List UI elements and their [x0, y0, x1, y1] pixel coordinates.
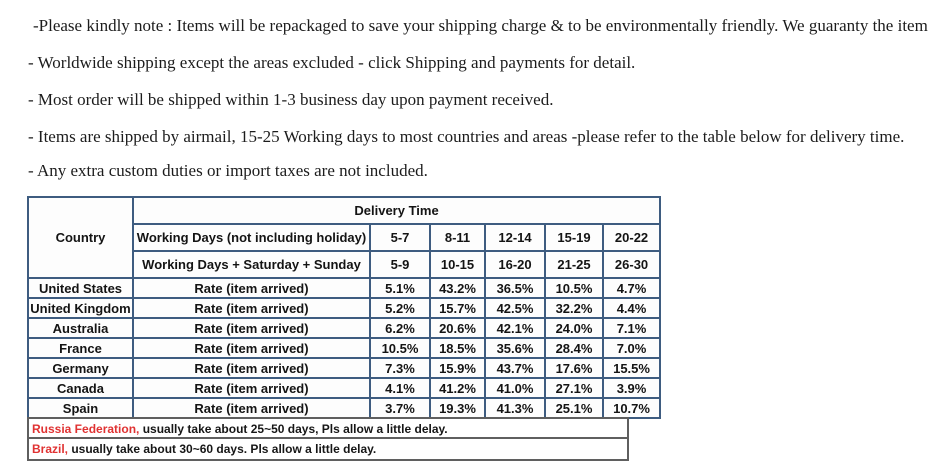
rate-label-cell: Rate (item arrived)	[132, 317, 371, 339]
table-row: Canada Rate (item arrived) 4.1% 41.2% 41…	[27, 377, 662, 399]
rate-value-cell: 4.4%	[601, 297, 662, 319]
working-days-value-cell: 5-7	[369, 223, 431, 252]
rate-value-cell: 10.7%	[601, 397, 662, 419]
rate-value-cell: 3.7%	[369, 397, 431, 419]
shipping-note: - Most order will be shipped within 1-3 …	[28, 90, 554, 109]
working-days-value-cell: 21-25	[544, 250, 604, 279]
footnote-brazil: Brazil, usually take about 30~60 days. P…	[27, 439, 629, 461]
rate-value-cell: 3.9%	[601, 377, 662, 399]
rate-value-cell: 7.3%	[369, 357, 431, 379]
rate-value-cell: 42.5%	[484, 297, 546, 319]
country-delay-footnotes: Russia Federation, usually take about 25…	[27, 417, 629, 461]
country-cell: Spain	[27, 397, 134, 419]
rate-value-cell: 42.1%	[484, 317, 546, 339]
working-days-value-cell: 10-15	[429, 250, 486, 279]
rate-value-cell: 7.1%	[601, 317, 662, 339]
rate-value-cell: 4.1%	[369, 377, 431, 399]
rate-value-cell: 7.0%	[601, 337, 662, 359]
rate-value-cell: 15.9%	[429, 357, 486, 379]
table-row: France Rate (item arrived) 10.5% 18.5% 3…	[27, 337, 662, 359]
footnote-country-name: Russia Federation,	[32, 422, 140, 436]
shipping-note: - Worldwide shipping except the areas ex…	[28, 53, 636, 72]
rate-value-cell: 10.5%	[544, 277, 604, 299]
table-row: United Kingdom Rate (item arrived) 5.2% …	[27, 297, 662, 319]
rate-label-cell: Rate (item arrived)	[132, 377, 371, 399]
rate-value-cell: 15.5%	[601, 357, 662, 379]
rate-value-cell: 24.0%	[544, 317, 604, 339]
rate-label-cell: Rate (item arrived)	[132, 397, 371, 419]
footnote-russia: Russia Federation, usually take about 25…	[27, 417, 629, 439]
rate-value-cell: 43.7%	[484, 357, 546, 379]
country-cell: United States	[27, 277, 134, 299]
rate-value-cell: 28.4%	[544, 337, 604, 359]
rate-value-cell: 41.3%	[484, 397, 546, 419]
table-row: Australia Rate (item arrived) 6.2% 20.6%…	[27, 317, 662, 339]
rate-value-cell: 20.6%	[429, 317, 486, 339]
delivery-time-header-cell: Delivery Time	[131, 196, 662, 225]
rate-value-cell: 6.2%	[369, 317, 431, 339]
country-cell: United Kingdom	[27, 297, 134, 319]
rate-label-cell: Rate (item arrived)	[132, 337, 371, 359]
rate-value-cell: 10.5%	[369, 337, 431, 359]
country-cell: Australia	[27, 317, 134, 339]
rate-value-cell: 43.2%	[429, 277, 486, 299]
table-row: Germany Rate (item arrived) 7.3% 15.9% 4…	[27, 357, 662, 379]
country-header-cell: Country	[27, 196, 134, 279]
table-row: Spain Rate (item arrived) 3.7% 19.3% 41.…	[27, 397, 662, 419]
working-days-value-cell: 5-9	[369, 250, 431, 279]
rate-label-cell: Rate (item arrived)	[132, 277, 371, 299]
footnote-country-name: Brazil,	[32, 442, 69, 456]
working-days-value-cell: 20-22	[601, 223, 662, 252]
rate-label-cell: Rate (item arrived)	[132, 297, 371, 319]
rate-value-cell: 41.0%	[484, 377, 546, 399]
country-cell: Canada	[27, 377, 134, 399]
rate-value-cell: 17.6%	[544, 357, 604, 379]
working-days-value-cell: 16-20	[484, 250, 546, 279]
country-cell: France	[27, 337, 134, 359]
rate-value-cell: 41.2%	[429, 377, 486, 399]
rate-value-cell: 32.2%	[544, 297, 604, 319]
working-days-label-cell: Working Days + Saturday + Sunday	[132, 250, 371, 279]
rate-value-cell: 27.1%	[544, 377, 604, 399]
working-days-row: Working Days (not including holiday) 5-7…	[28, 223, 662, 252]
table-row: United States Rate (item arrived) 5.1% 4…	[27, 277, 662, 299]
shipping-note: - Items are shipped by airmail, 15-25 Wo…	[28, 127, 905, 146]
working-days-value-cell: 12-14	[484, 223, 546, 252]
rate-value-cell: 5.2%	[369, 297, 431, 319]
rate-value-cell: 15.7%	[429, 297, 486, 319]
footnote-text: usually take about 30~60 days. Pls allow…	[68, 442, 377, 456]
working-days-row: Working Days + Saturday + Sunday 5-9 10-…	[28, 250, 662, 279]
rate-value-cell: 25.1%	[544, 397, 604, 419]
shipping-note: -Please kindly note : Items will be repa…	[33, 16, 928, 35]
rate-value-cell: 19.3%	[429, 397, 486, 419]
rate-value-cell: 35.6%	[484, 337, 546, 359]
rate-label-cell: Rate (item arrived)	[132, 357, 371, 379]
country-cell: Germany	[27, 357, 134, 379]
working-days-label-cell: Working Days (not including holiday)	[132, 223, 371, 252]
working-days-value-cell: 26-30	[601, 250, 662, 279]
rate-value-cell: 4.7%	[601, 277, 662, 299]
working-days-value-cell: 15-19	[544, 223, 604, 252]
footnote-text: usually take about 25~50 days, Pls allow…	[139, 422, 448, 436]
table-header-row: Country Delivery Time	[27, 196, 662, 279]
shipping-note: - Any extra custom duties or import taxe…	[28, 161, 428, 180]
rate-value-cell: 5.1%	[369, 277, 431, 299]
rate-value-cell: 18.5%	[429, 337, 486, 359]
working-days-value-cell: 8-11	[429, 223, 486, 252]
delivery-time-table: Country Delivery Time Working Days (not …	[27, 196, 662, 419]
rate-value-cell: 36.5%	[484, 277, 546, 299]
